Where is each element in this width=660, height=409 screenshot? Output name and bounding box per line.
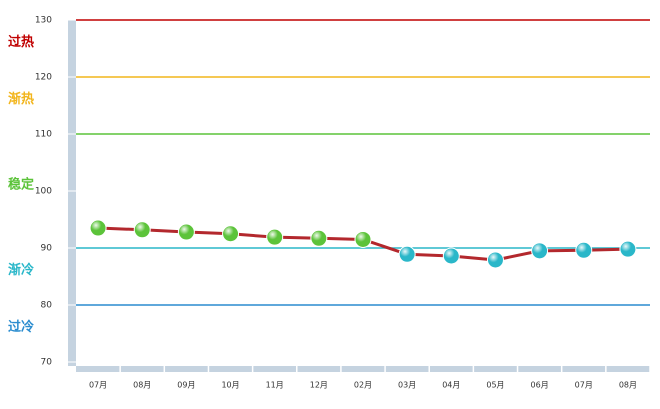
x-tick-label: 08月 <box>133 381 151 390</box>
x-tick-label: 12月 <box>310 381 328 390</box>
x-tick-label: 03月 <box>398 381 416 390</box>
x-tick-label: 06月 <box>531 381 549 390</box>
point-shine <box>532 243 547 258</box>
y-axis-band <box>68 20 76 366</box>
point-shine <box>223 226 238 241</box>
zone-label: 过热 <box>8 34 34 50</box>
x-tick-label: 08月 <box>619 381 637 390</box>
point-shine <box>620 242 635 257</box>
x-tick-label: 04月 <box>442 381 460 390</box>
point-shine <box>179 225 194 240</box>
point-shine <box>488 252 503 267</box>
point-shine <box>311 231 326 246</box>
x-tick-label: 09月 <box>177 381 195 390</box>
zone-label: 渐热 <box>8 91 34 107</box>
point-shine <box>576 243 591 258</box>
point-shine <box>91 221 106 236</box>
point-shine <box>400 247 415 262</box>
y-tick-label: 130 <box>35 16 52 26</box>
x-tick-label: 11月 <box>266 381 284 390</box>
point-shine <box>267 230 282 245</box>
y-tick-label: 90 <box>41 244 53 254</box>
point-shine <box>356 232 370 247</box>
zone-label: 稳定 <box>8 177 34 193</box>
x-tick-label: 02月 <box>354 381 372 390</box>
point-shine <box>135 222 150 237</box>
y-tick-label: 100 <box>35 187 52 197</box>
y-tick-label: 120 <box>35 73 52 83</box>
y-tick-label: 110 <box>35 130 52 140</box>
zone-label: 渐冷 <box>8 262 34 278</box>
zone-label: 过冷 <box>8 319 34 335</box>
x-tick-label: 07月 <box>575 381 593 390</box>
x-tick-label: 10月 <box>221 381 239 390</box>
y-tick-label: 70 <box>41 358 53 368</box>
y-tick-label: 80 <box>41 301 53 311</box>
x-tick-label: 05月 <box>486 381 504 390</box>
point-shine <box>444 248 459 263</box>
x-axis-band <box>76 366 650 372</box>
x-tick-label: 07月 <box>89 381 107 390</box>
